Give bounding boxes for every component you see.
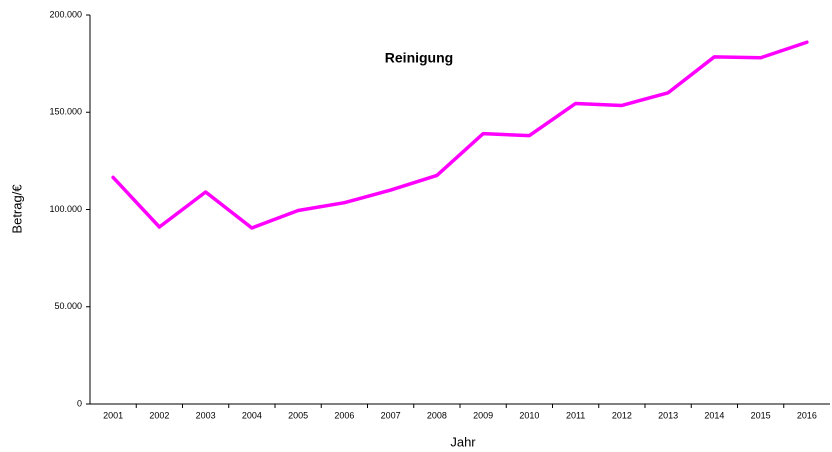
- y-axis-label: Betrag/€: [9, 184, 24, 234]
- x-tick-label: 2010: [519, 410, 539, 420]
- x-tick-label: 2006: [334, 410, 354, 420]
- x-tick-label: 2013: [658, 410, 678, 420]
- x-tick-label: 2014: [704, 410, 724, 420]
- chart-title: Reinigung: [385, 50, 453, 66]
- x-tick-label: 2011: [566, 410, 585, 420]
- y-tick-label: 50.000: [54, 301, 82, 311]
- x-tick-label: 2002: [149, 410, 169, 420]
- x-tick-label: 2016: [797, 410, 817, 420]
- x-tick-label: 2008: [427, 410, 447, 420]
- x-tick-label: 2012: [612, 410, 632, 420]
- x-tick-label: 2003: [196, 410, 216, 420]
- x-tick-label: 2004: [242, 410, 262, 420]
- x-tick-label: 2007: [381, 410, 401, 420]
- y-tick-label: 200.000: [49, 9, 82, 19]
- x-axis-label: Jahr: [450, 434, 476, 449]
- y-tick-label: 0: [77, 398, 82, 408]
- x-tick-label: 2009: [473, 410, 493, 420]
- y-tick-label: 150.000: [49, 107, 82, 117]
- x-tick-label: 2005: [288, 410, 308, 420]
- x-tick-label: 2001: [103, 410, 123, 420]
- data-line: [111, 40, 809, 230]
- y-tick-label: 100.000: [49, 204, 82, 214]
- x-tick-label: 2015: [751, 410, 771, 420]
